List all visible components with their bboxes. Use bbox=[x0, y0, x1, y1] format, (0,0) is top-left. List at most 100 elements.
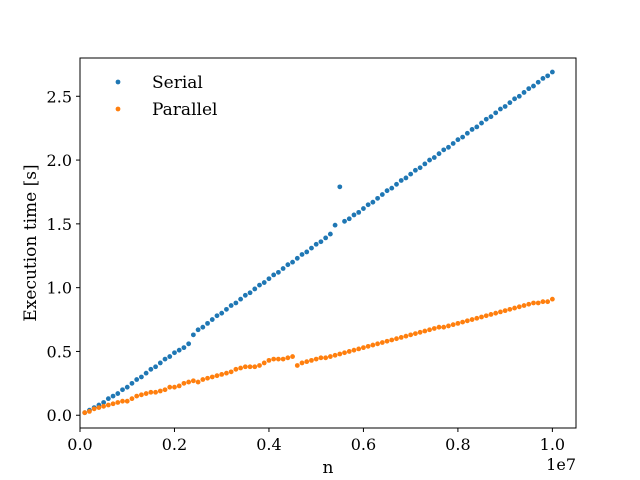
parallel-point-87 bbox=[493, 310, 499, 316]
parallel-point-95 bbox=[531, 300, 536, 306]
serial-point-18 bbox=[167, 354, 173, 359]
serial-point-55 bbox=[342, 218, 347, 224]
parallel-point-4 bbox=[101, 403, 107, 409]
parallel-point-3 bbox=[96, 405, 102, 410]
serial-point-17 bbox=[162, 356, 168, 362]
serial-point-34 bbox=[242, 292, 248, 298]
serial-point-87 bbox=[493, 110, 499, 116]
serial-point-32 bbox=[233, 300, 239, 306]
x-axis-label: n bbox=[323, 458, 334, 478]
parallel-point-55 bbox=[342, 350, 347, 356]
parallel-point-76 bbox=[441, 324, 447, 330]
serial-point-33 bbox=[238, 296, 244, 302]
parallel-point-8 bbox=[120, 398, 125, 404]
serial-point-89 bbox=[502, 104, 508, 109]
x-tick-label-2: 0.4 bbox=[256, 435, 281, 454]
parallel-point-43 bbox=[285, 355, 291, 361]
serial-point-77 bbox=[446, 144, 451, 150]
serial-point-38 bbox=[261, 280, 267, 285]
parallel-point-9 bbox=[124, 398, 130, 404]
parallel-point-78 bbox=[450, 322, 456, 328]
serial-point-98 bbox=[545, 73, 551, 79]
parallel-point-42 bbox=[280, 356, 286, 362]
serial-point-24 bbox=[195, 327, 201, 333]
parallel-point-27 bbox=[209, 374, 215, 380]
parallel-point-57 bbox=[351, 347, 357, 353]
parallel-point-44 bbox=[290, 354, 295, 359]
serial-point-56 bbox=[346, 216, 352, 222]
serial-point-59 bbox=[361, 206, 366, 211]
parallel-point-92 bbox=[516, 304, 522, 310]
parallel-point-79 bbox=[455, 320, 461, 326]
parallel-point-72 bbox=[422, 328, 428, 334]
parallel-point-48 bbox=[309, 357, 314, 363]
parallel-point-82 bbox=[469, 317, 475, 322]
parallel-point-34 bbox=[242, 364, 248, 370]
serial-point-49 bbox=[313, 241, 319, 247]
serial-point-43 bbox=[285, 262, 291, 268]
serial-point-50 bbox=[318, 239, 324, 245]
parallel-point-64 bbox=[384, 338, 390, 344]
legend-marker-parallel bbox=[115, 106, 121, 112]
legend-marker-serial bbox=[115, 79, 121, 85]
parallel-point-39 bbox=[266, 357, 272, 363]
y-axis-label: Execution time [s] bbox=[21, 164, 41, 321]
parallel-point-15 bbox=[153, 389, 158, 395]
serial-point-81 bbox=[464, 130, 470, 136]
serial-point-54 bbox=[337, 184, 343, 190]
y-tick-label-1: 0.5 bbox=[47, 342, 72, 361]
parallel-point-81 bbox=[464, 318, 470, 324]
serial-point-82 bbox=[469, 127, 475, 132]
serial-point-63 bbox=[379, 192, 385, 197]
serial-point-62 bbox=[375, 195, 380, 201]
serial-point-85 bbox=[483, 116, 489, 122]
serial-point-53 bbox=[332, 222, 338, 228]
parallel-point-91 bbox=[512, 305, 517, 311]
parallel-point-66 bbox=[394, 336, 399, 342]
parallel-point-16 bbox=[157, 388, 163, 394]
serial-point-48 bbox=[309, 245, 314, 251]
serial-point-76 bbox=[441, 147, 447, 153]
parallel-point-1 bbox=[87, 409, 92, 414]
parallel-point-77 bbox=[446, 323, 451, 329]
serial-point-86 bbox=[488, 114, 494, 120]
parallel-point-5 bbox=[105, 402, 111, 408]
parallel-point-10 bbox=[129, 396, 135, 402]
parallel-point-74 bbox=[431, 326, 437, 331]
parallel-point-14 bbox=[148, 389, 154, 395]
serial-series bbox=[82, 69, 555, 416]
serial-point-69 bbox=[408, 171, 414, 177]
serial-point-92 bbox=[516, 93, 522, 99]
serial-point-73 bbox=[427, 157, 432, 163]
parallel-point-68 bbox=[403, 333, 409, 339]
parallel-point-62 bbox=[375, 341, 380, 347]
parallel-point-19 bbox=[172, 384, 177, 390]
parallel-point-70 bbox=[412, 331, 418, 336]
serial-point-31 bbox=[228, 303, 234, 308]
serial-point-99 bbox=[549, 69, 555, 75]
y-axis-ticks: 0.0 0.5 1.0 1.5 2.0 2.5 bbox=[47, 87, 80, 425]
parallel-point-90 bbox=[507, 306, 513, 312]
serial-point-41 bbox=[276, 269, 281, 275]
parallel-point-36 bbox=[252, 364, 258, 370]
serial-point-40 bbox=[271, 272, 277, 278]
parallel-point-60 bbox=[365, 343, 371, 349]
parallel-point-41 bbox=[276, 356, 281, 362]
serial-point-97 bbox=[540, 76, 546, 81]
serial-point-6 bbox=[110, 393, 116, 399]
x-tick-label-5: 1.0 bbox=[540, 435, 565, 454]
parallel-point-93 bbox=[521, 303, 527, 308]
y-tick-label-3: 1.5 bbox=[47, 215, 72, 234]
serial-point-95 bbox=[531, 83, 536, 89]
serial-point-93 bbox=[521, 90, 527, 95]
serial-point-27 bbox=[209, 317, 215, 322]
parallel-point-30 bbox=[224, 370, 229, 376]
y-tick-label-5: 2.5 bbox=[47, 87, 72, 106]
serial-point-78 bbox=[450, 141, 456, 146]
serial-point-79 bbox=[455, 137, 461, 143]
parallel-point-47 bbox=[304, 359, 310, 365]
parallel-point-38 bbox=[261, 360, 267, 366]
serial-point-72 bbox=[422, 161, 428, 167]
x-tick-label-3: 0.6 bbox=[351, 435, 376, 454]
parallel-point-28 bbox=[214, 373, 220, 379]
